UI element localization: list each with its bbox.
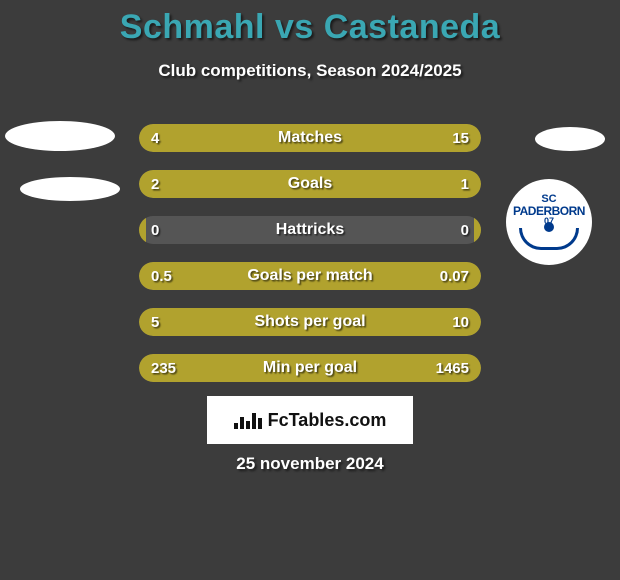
bar-label: Matches — [278, 129, 342, 147]
bar-left-value: 235 — [151, 360, 176, 377]
bar-fill-right — [211, 124, 481, 152]
stat-bar-goals-per-match: 0.5 0.07 Goals per match — [139, 262, 481, 290]
bar-label: Goals per match — [247, 267, 372, 285]
page-title: Schmahl vs Castaneda — [0, 0, 620, 47]
stat-bar-goals: 2 1 Goals — [139, 170, 481, 198]
bar-label: Min per goal — [263, 359, 357, 377]
bar-label: Hattricks — [276, 221, 344, 239]
bar-right-value: 1465 — [436, 360, 469, 377]
spark-bars-icon — [234, 411, 262, 429]
stat-bar-shots-per-goal: 5 10 Shots per goal — [139, 308, 481, 336]
bar-left-value: 0.5 — [151, 268, 172, 285]
right-player-badge-placeholder — [535, 127, 605, 151]
stat-bars: 4 15 Matches 2 1 Goals 0 0 Hattricks 0.5 0.07 Goals… — [139, 124, 481, 400]
paderborn-logo: SC PADERBORN 07 — [513, 194, 585, 250]
bar-left-value: 4 — [151, 130, 159, 147]
stat-bar-hattricks: 0 0 Hattricks — [139, 216, 481, 244]
bar-label: Shots per goal — [254, 313, 365, 331]
comparison-infographic: Schmahl vs Castaneda Club competitions, … — [0, 0, 620, 580]
left-player-badge-placeholder-1 — [5, 121, 115, 151]
bar-label: Goals — [288, 175, 332, 193]
stat-bar-min-per-goal: 235 1465 Min per goal — [139, 354, 481, 382]
ball-icon — [544, 222, 554, 232]
bar-fill-left — [139, 216, 146, 244]
bar-right-value: 10 — [452, 314, 469, 331]
stat-bar-matches: 4 15 Matches — [139, 124, 481, 152]
bar-right-value: 0.07 — [440, 268, 469, 285]
bar-fill-left — [139, 170, 368, 198]
right-club-badge: SC PADERBORN 07 — [506, 179, 592, 265]
subtitle: Club competitions, Season 2024/2025 — [0, 61, 620, 81]
bar-right-value: 1 — [461, 176, 469, 193]
bar-left-value: 5 — [151, 314, 159, 331]
fctables-logo[interactable]: FcTables.com — [207, 396, 413, 444]
bar-right-value: 0 — [461, 222, 469, 239]
infographic-date: 25 november 2024 — [0, 454, 620, 474]
bar-left-value: 2 — [151, 176, 159, 193]
club-arc-icon — [519, 228, 579, 250]
bar-fill-left — [139, 124, 211, 152]
bar-right-value: 15 — [452, 130, 469, 147]
bar-fill-right — [474, 216, 481, 244]
left-player-badge-placeholder-2 — [20, 177, 120, 201]
bar-left-value: 0 — [151, 222, 159, 239]
footer-brand-text: FcTables.com — [268, 410, 387, 431]
